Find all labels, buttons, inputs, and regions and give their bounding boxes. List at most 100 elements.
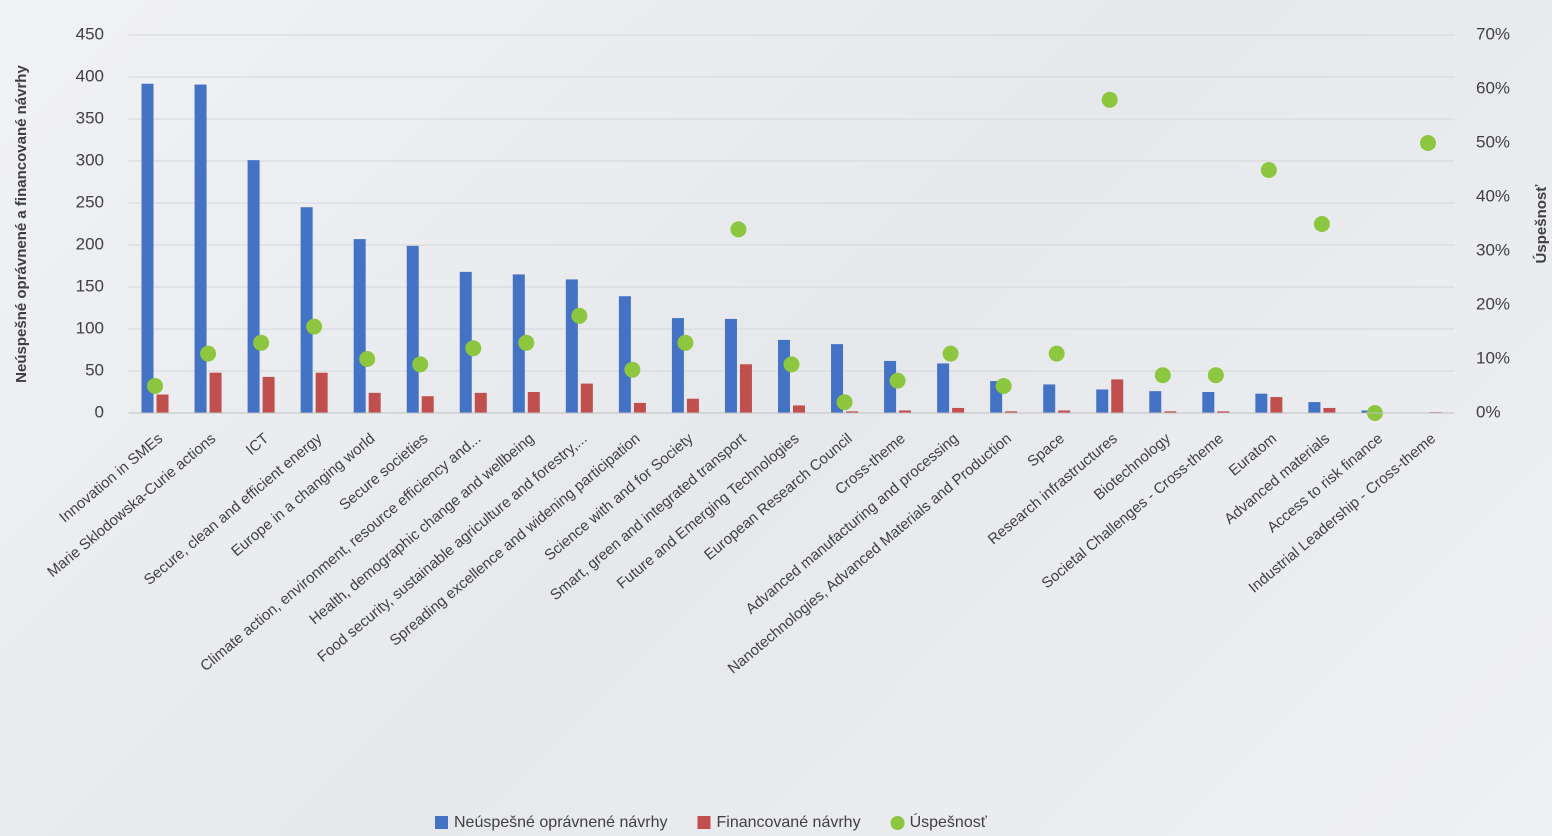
bar xyxy=(368,392,381,413)
bar xyxy=(262,376,275,413)
legend: Neúspešné oprávnené návrhy Financované ná… xyxy=(435,812,988,831)
x-tick-label: Secure societies xyxy=(336,430,431,514)
point xyxy=(412,356,429,373)
point xyxy=(1260,162,1277,178)
bar xyxy=(739,364,752,413)
point xyxy=(1313,216,1330,232)
bar xyxy=(952,407,965,413)
point xyxy=(571,307,588,324)
bar xyxy=(937,363,950,413)
bar xyxy=(315,372,328,413)
bar xyxy=(300,207,313,413)
bar xyxy=(247,160,260,413)
legend-marker xyxy=(697,816,711,829)
bar xyxy=(899,410,912,413)
bar xyxy=(1217,411,1230,413)
legend-marker xyxy=(890,816,905,830)
bar xyxy=(846,411,859,413)
point xyxy=(677,334,694,351)
y-tick-label: 0 xyxy=(95,402,104,421)
y2-tick-label: 30% xyxy=(1476,240,1510,259)
point xyxy=(359,351,376,367)
point xyxy=(465,340,482,357)
point xyxy=(783,356,800,373)
bar xyxy=(724,318,737,413)
bar xyxy=(1005,411,1018,413)
bar xyxy=(156,394,169,413)
point xyxy=(306,318,323,335)
bar xyxy=(406,245,419,413)
point xyxy=(624,361,641,378)
bar xyxy=(353,239,366,413)
bar xyxy=(618,296,631,413)
y-tick-label: 100 xyxy=(76,318,104,337)
x-tick-label: Spreading excellence and widening partic… xyxy=(387,430,644,649)
point xyxy=(1154,367,1171,384)
bar xyxy=(1111,379,1124,413)
legend-label: Financované návrhy xyxy=(716,814,860,831)
point xyxy=(253,334,270,351)
y-tick-label: 350 xyxy=(76,108,104,127)
bar xyxy=(884,360,897,413)
point xyxy=(1207,367,1224,384)
bar xyxy=(527,392,540,413)
legend-marker xyxy=(435,816,448,829)
bar xyxy=(1149,391,1162,413)
point xyxy=(995,378,1012,394)
y2-tick-label: 40% xyxy=(1476,186,1510,205)
x-tick-label: Smart, green and integrated transport xyxy=(547,430,750,604)
y2-tick-label: 60% xyxy=(1476,78,1510,97)
legend-label: Neúspešné oprávnené návrhy xyxy=(454,814,667,831)
legend-label: Úspešnosť xyxy=(910,812,988,831)
bar xyxy=(1058,410,1071,413)
y-tick-label: 150 xyxy=(76,276,104,295)
y2-tick-label: 0% xyxy=(1476,402,1501,421)
bar xyxy=(793,405,805,413)
y-tick-label: 400 xyxy=(76,66,104,85)
point xyxy=(1048,345,1065,362)
y-tick-label: 300 xyxy=(76,150,104,169)
bar xyxy=(778,339,790,413)
bar xyxy=(1270,397,1283,413)
y2-axis-title: Úspešnosť xyxy=(1532,184,1550,264)
bar xyxy=(141,83,154,413)
bar xyxy=(1308,402,1321,413)
point xyxy=(1101,91,1118,108)
x-tick-label: Space xyxy=(1024,430,1068,470)
point xyxy=(889,372,906,389)
y2-tick-label: 70% xyxy=(1476,24,1510,43)
y-tick-label: 450 xyxy=(76,24,104,43)
bar xyxy=(209,372,222,413)
y-tick-label: 200 xyxy=(76,234,104,253)
bar xyxy=(1255,393,1268,413)
x-tick-label: ICT xyxy=(243,430,272,459)
bar xyxy=(194,84,207,413)
bar xyxy=(671,318,684,413)
bar xyxy=(1096,389,1109,413)
bar xyxy=(459,271,472,413)
y-tick-label: 250 xyxy=(76,192,104,211)
bar xyxy=(421,396,434,413)
y2-tick-label: 10% xyxy=(1476,348,1510,367)
y-axis-title: Neúspešné oprávnené a financované návrhy xyxy=(13,65,30,383)
y2-tick-label: 50% xyxy=(1476,132,1510,151)
point xyxy=(1419,135,1436,151)
bar xyxy=(1202,392,1215,413)
y2-tick-label: 20% xyxy=(1476,294,1510,313)
point xyxy=(200,345,217,362)
bar xyxy=(1323,407,1336,413)
point xyxy=(730,221,747,238)
y-tick-label: 50 xyxy=(85,360,104,379)
point xyxy=(836,394,853,411)
bar xyxy=(686,398,699,413)
point xyxy=(942,345,959,362)
bar xyxy=(580,383,593,413)
bar xyxy=(474,392,487,413)
bar xyxy=(565,279,578,413)
bar xyxy=(633,402,646,413)
bar xyxy=(1043,384,1056,413)
point xyxy=(518,334,535,351)
point xyxy=(147,378,164,394)
bar xyxy=(1164,411,1177,413)
